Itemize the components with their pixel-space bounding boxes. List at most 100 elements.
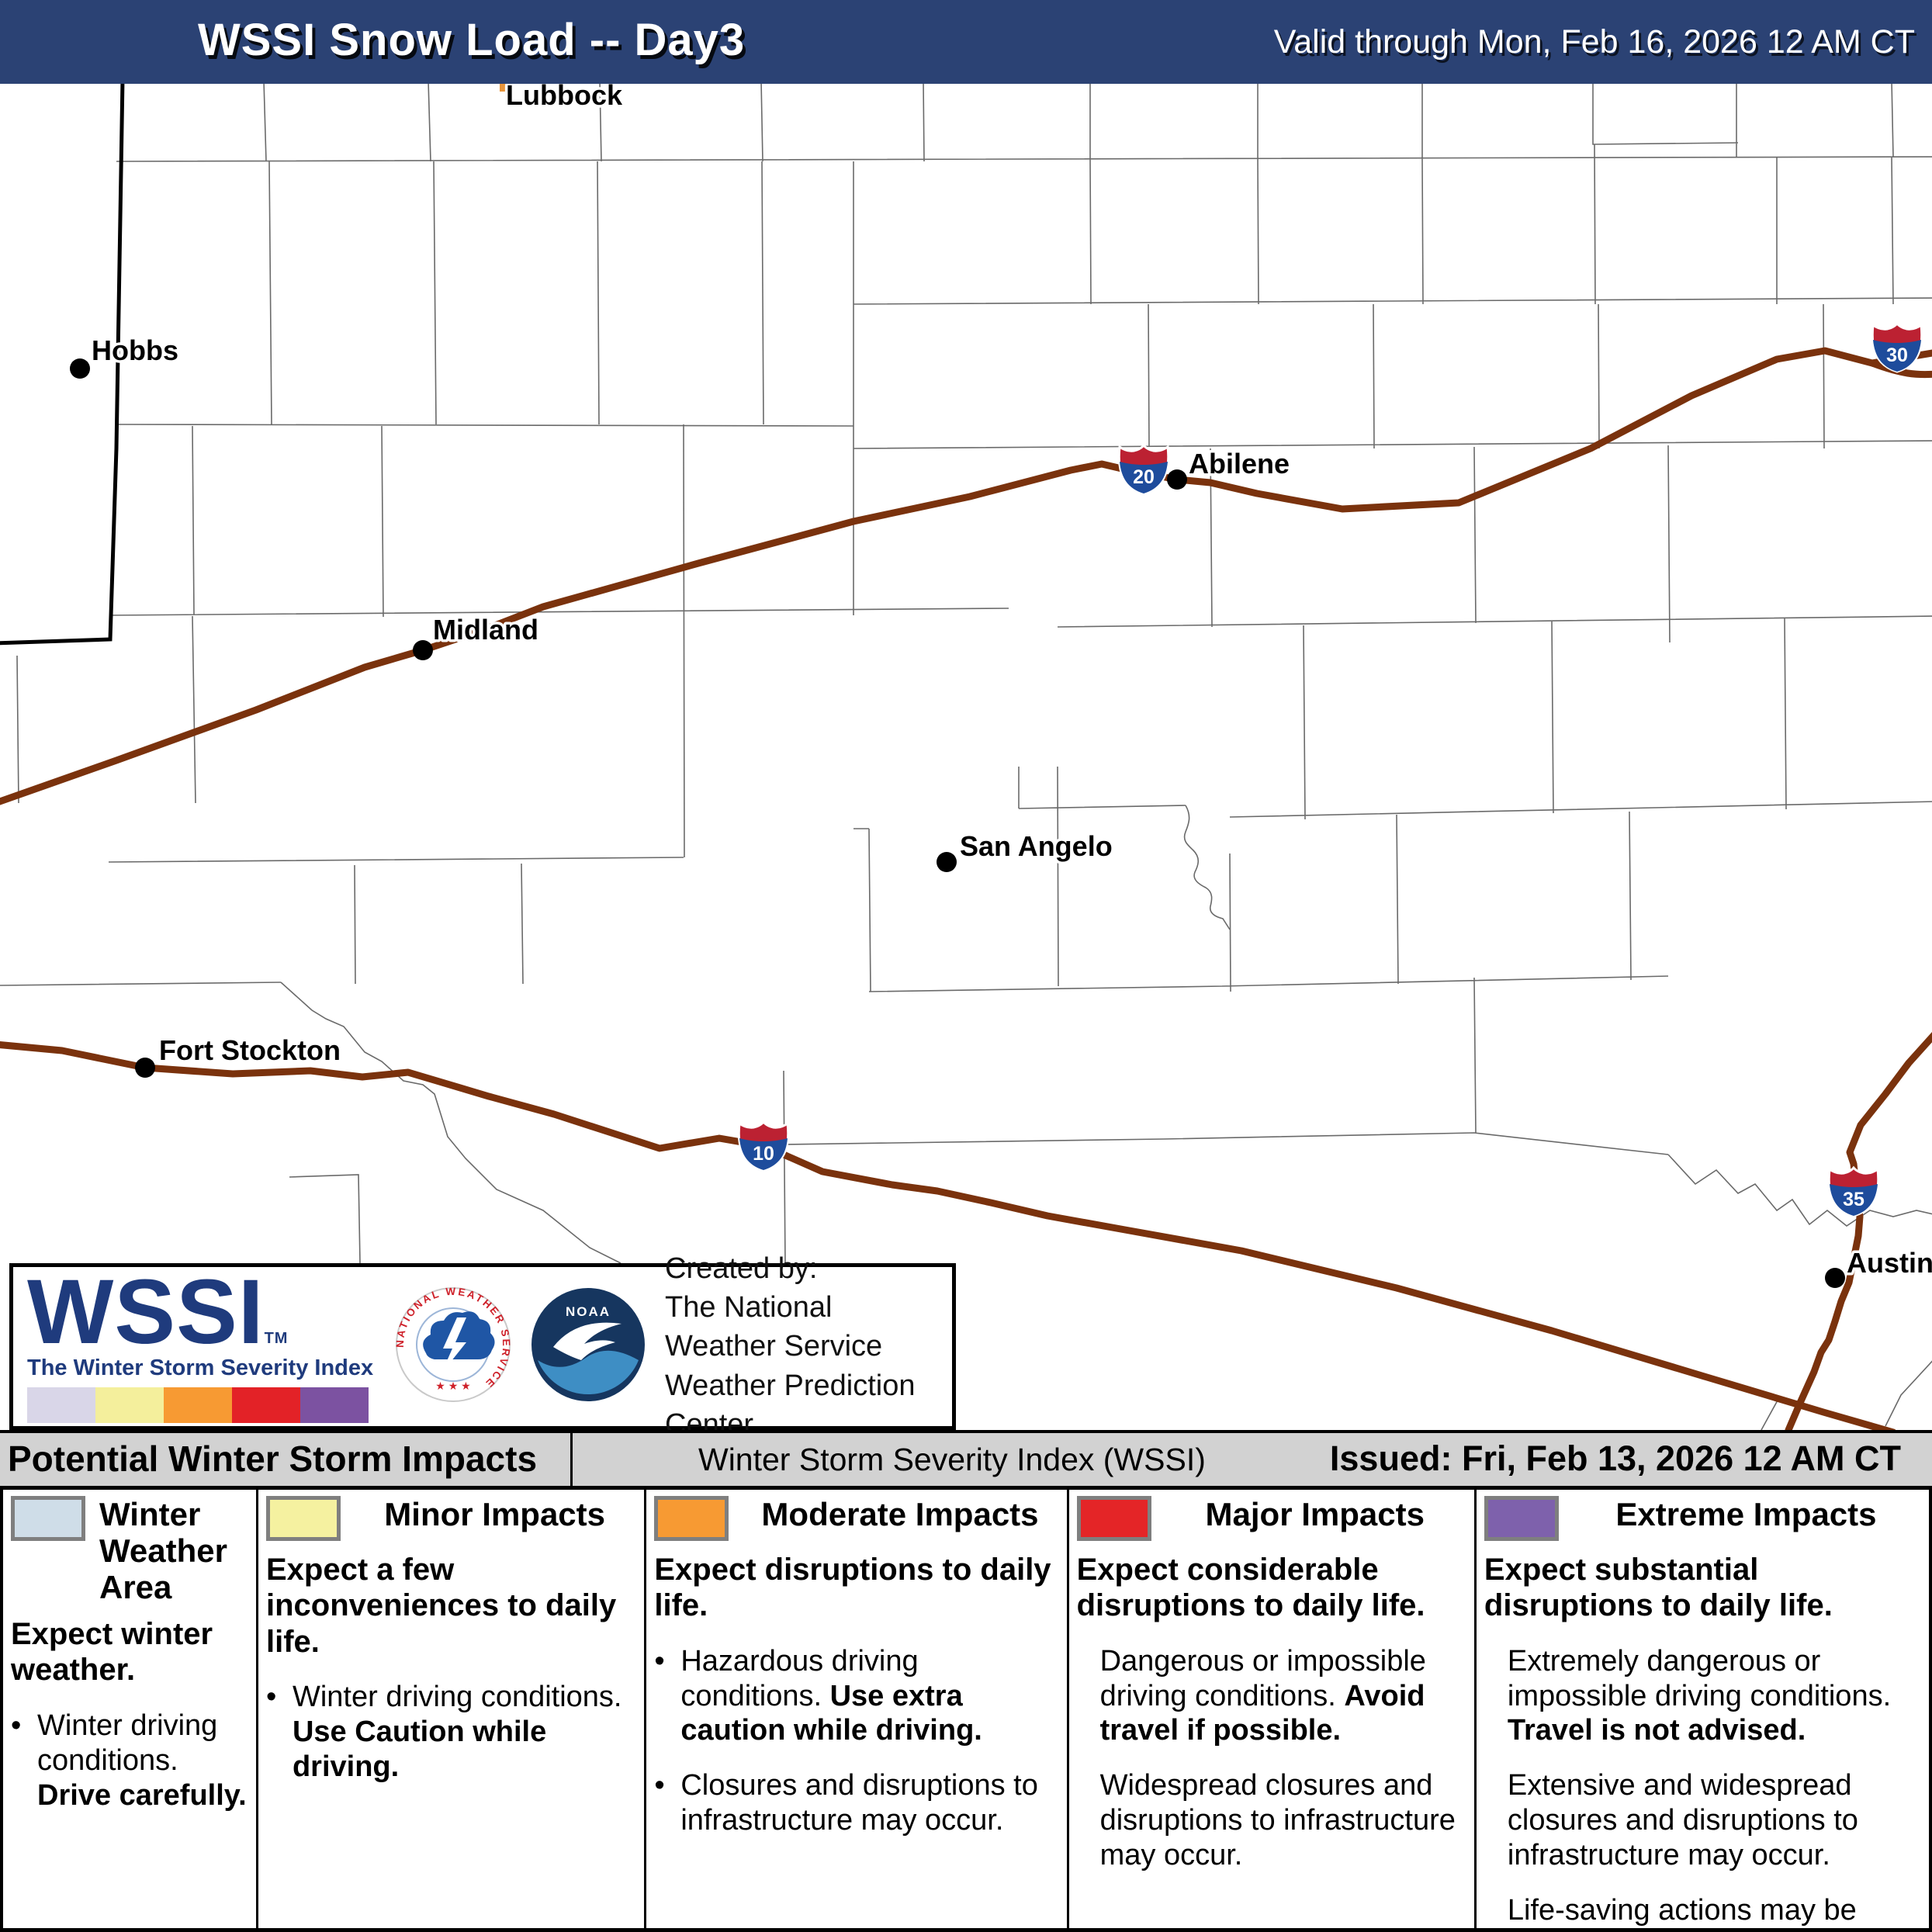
legend-item-text: Extremely dangerous or impossible drivin… <box>1508 1644 1920 1748</box>
legend-text: Life-saving actions may be needed. <box>1507 1893 1857 1927</box>
info-bar: Potential Winter Storm Impacts Winter St… <box>0 1430 1932 1490</box>
route-number: 30 <box>1886 345 1908 366</box>
legend-text: Closures and disruptions to infrastructu… <box>680 1769 1038 1837</box>
city-dot <box>937 852 957 872</box>
legend-item: •Widespread closures and disruptions to … <box>1077 1768 1465 1872</box>
legend-text: Winter driving conditions. <box>37 1709 218 1777</box>
legend-item: • Closures and disruptions to infrastruct… <box>654 1768 1057 1838</box>
severity-color-bar <box>27 1387 369 1424</box>
wssi-tagline: The Winter Storm Severity Index <box>27 1356 374 1381</box>
legend-header: Extreme Impacts <box>1484 1494 1920 1541</box>
city-label: Fort Stockton <box>159 1034 341 1066</box>
nws-logo-icon: NATIONAL WEATHER SERVICE ★ ★ ★ <box>394 1286 511 1407</box>
legend-title: Winter Weather Area <box>99 1496 227 1606</box>
impacts-bar-title: Potential Winter Storm Impacts <box>8 1439 538 1479</box>
map-canvas: Lubbock Hobbs Midland Abilene San Angelo Fort… <box>0 84 1932 1430</box>
trademark-mark: TM <box>264 1329 289 1347</box>
route-number: 20 <box>1133 466 1155 488</box>
legend-text: Extensive and widespread closures and di… <box>1507 1769 1858 1871</box>
page-title: WSSI Snow Load -- Day3 <box>198 15 746 65</box>
bullet-marker: • <box>654 1769 665 1802</box>
legend-item: • Winter driving conditions. Use Caution … <box>266 1680 635 1784</box>
city-dot <box>1825 1268 1845 1288</box>
legend-item-text: Hazardous driving conditions. Use extra … <box>680 1644 1057 1748</box>
interstate-20-line <box>0 347 1932 805</box>
severity-color-swatch <box>164 1387 232 1424</box>
interstate-shield-35: 35 <box>1827 1165 1880 1217</box>
city-san-angelo: San Angelo <box>937 828 1115 872</box>
legend-lead-text: Expect a few inconveniences to daily lif… <box>266 1552 635 1660</box>
legend-header: Moderate Impacts <box>654 1494 1057 1541</box>
legend-lead-text: Expect considerable disruptions to daily… <box>1077 1552 1465 1624</box>
interstate-10-line <box>0 1041 1896 1430</box>
legend-lead-text: Expect winter weather. <box>11 1616 247 1688</box>
city-label: San Angelo <box>960 830 1113 862</box>
severity-color-swatch <box>232 1387 300 1424</box>
legend-text-bold: Travel is not advised. <box>1507 1714 1806 1747</box>
bullet-marker: • <box>654 1644 665 1678</box>
legend-header: Major Impacts <box>1076 1494 1465 1541</box>
valid-through-text: Valid through Mon, Feb 16, 2026 12 AM CT <box>1273 23 1915 61</box>
issued-text: Issued: Fri, Feb 13, 2026 12 AM CT <box>1329 1439 1901 1478</box>
legend-item: • Winter driving conditions. Drive carefu… <box>11 1709 247 1813</box>
legend-item-text: Widespread closures and disruptions to i… <box>1100 1768 1465 1872</box>
legend-text-bold: Avoid travel if possible. <box>1099 1679 1425 1747</box>
bullet-marker: • <box>265 1681 277 1714</box>
severity-color-swatch <box>95 1387 164 1424</box>
legend-swatch-minor-impacts <box>265 1496 341 1541</box>
severity-color-swatch <box>27 1387 95 1424</box>
legend-text-bold: Expect a few inconveniences to daily lif… <box>265 1553 617 1659</box>
legend-item: •Extremely dangerous or impossible drivi… <box>1484 1644 1920 1748</box>
legend-column-major-impacts: Major Impacts Expect considerable disrupt… <box>1069 1490 1477 1928</box>
wssi-acronym: WSSITM <box>27 1260 289 1363</box>
legend-column-minor-impacts: Minor Impacts Expect a few inconveniences… <box>258 1490 647 1928</box>
weather-map: Lubbock Hobbs Midland Abilene San Angelo Fort… <box>0 84 1932 1430</box>
city-dot <box>70 358 90 379</box>
legend-header: Minor Impacts <box>265 1494 635 1541</box>
legend-header: Winter Weather Area <box>11 1494 247 1605</box>
legend-text-bold: Use Caution while driving. <box>292 1716 547 1783</box>
legend-swatch-major-impacts <box>1076 1496 1151 1541</box>
city-dot <box>135 1058 155 1078</box>
bullet-marker: • <box>11 1709 22 1742</box>
city-label: Abilene <box>1189 448 1290 480</box>
legend-lead-text: Expect substantial disruptions to daily … <box>1484 1552 1920 1624</box>
interstate-shield-20: 20 <box>1117 443 1170 495</box>
wssi-index-label: Winter Storm Severity Index (WSSI) <box>698 1442 1206 1477</box>
interstate-highways <box>0 347 1932 1430</box>
legend-item-text: Closures and disruptions to infrastructu… <box>680 1768 1057 1838</box>
created-by-line: The National Weather Service <box>665 1291 883 1363</box>
info-bar-divider <box>570 1433 573 1486</box>
legend-text: Winter driving conditions. <box>292 1681 622 1714</box>
legend-swatch-extreme-impacts <box>1484 1496 1559 1541</box>
legend-text: Dangerous or impossible driving conditio… <box>1099 1644 1426 1712</box>
legend-column-moderate-impacts: Moderate Impacts Expect disruptions to da… <box>646 1490 1069 1928</box>
legend-text-bold: Use extra caution while driving. <box>680 1679 982 1747</box>
legend-text: Widespread closures and disruptions to i… <box>1099 1769 1456 1871</box>
noaa-logo-icon: NOAA <box>530 1286 646 1407</box>
shield-body <box>1830 1184 1878 1216</box>
legend-text-bold: Expect disruptions to daily life. <box>654 1553 1051 1623</box>
created-by-line: Created by: <box>665 1252 818 1286</box>
legend-title: Major Impacts <box>1205 1496 1425 1532</box>
legend-item-text: Dangerous or impossible driving conditio… <box>1100 1644 1465 1748</box>
city-label: Lubbock <box>506 84 623 111</box>
legend-item: •Dangerous or impossible driving conditi… <box>1077 1644 1465 1748</box>
legend-item: • Hazardous driving conditions. Use extra… <box>654 1644 1057 1748</box>
city-fort-stockton: Fort Stockton <box>135 1032 343 1078</box>
legend-lead-text: Expect disruptions to daily life. <box>654 1552 1057 1624</box>
state-border-line <box>0 84 125 646</box>
wssi-logo-box: WSSITM The Winter Storm Severity Index N… <box>9 1252 956 1441</box>
interstate-shield-10: 10 <box>737 1120 790 1172</box>
legend-title: Extreme Impacts <box>1615 1496 1877 1532</box>
shield-body <box>1873 340 1921 372</box>
svg-text:NOAA: NOAA <box>566 1304 611 1319</box>
shield-body <box>1120 462 1168 493</box>
interstate-shield-30: 30 <box>1871 321 1923 373</box>
shield-body <box>739 1138 788 1170</box>
city-dot <box>1167 469 1187 490</box>
route-number: 35 <box>1843 1189 1864 1210</box>
legend-text-bold: Expect considerable disruptions to daily… <box>1076 1553 1425 1623</box>
moderate-shading-patch <box>500 84 512 92</box>
city-lubbock: Lubbock <box>504 84 626 114</box>
